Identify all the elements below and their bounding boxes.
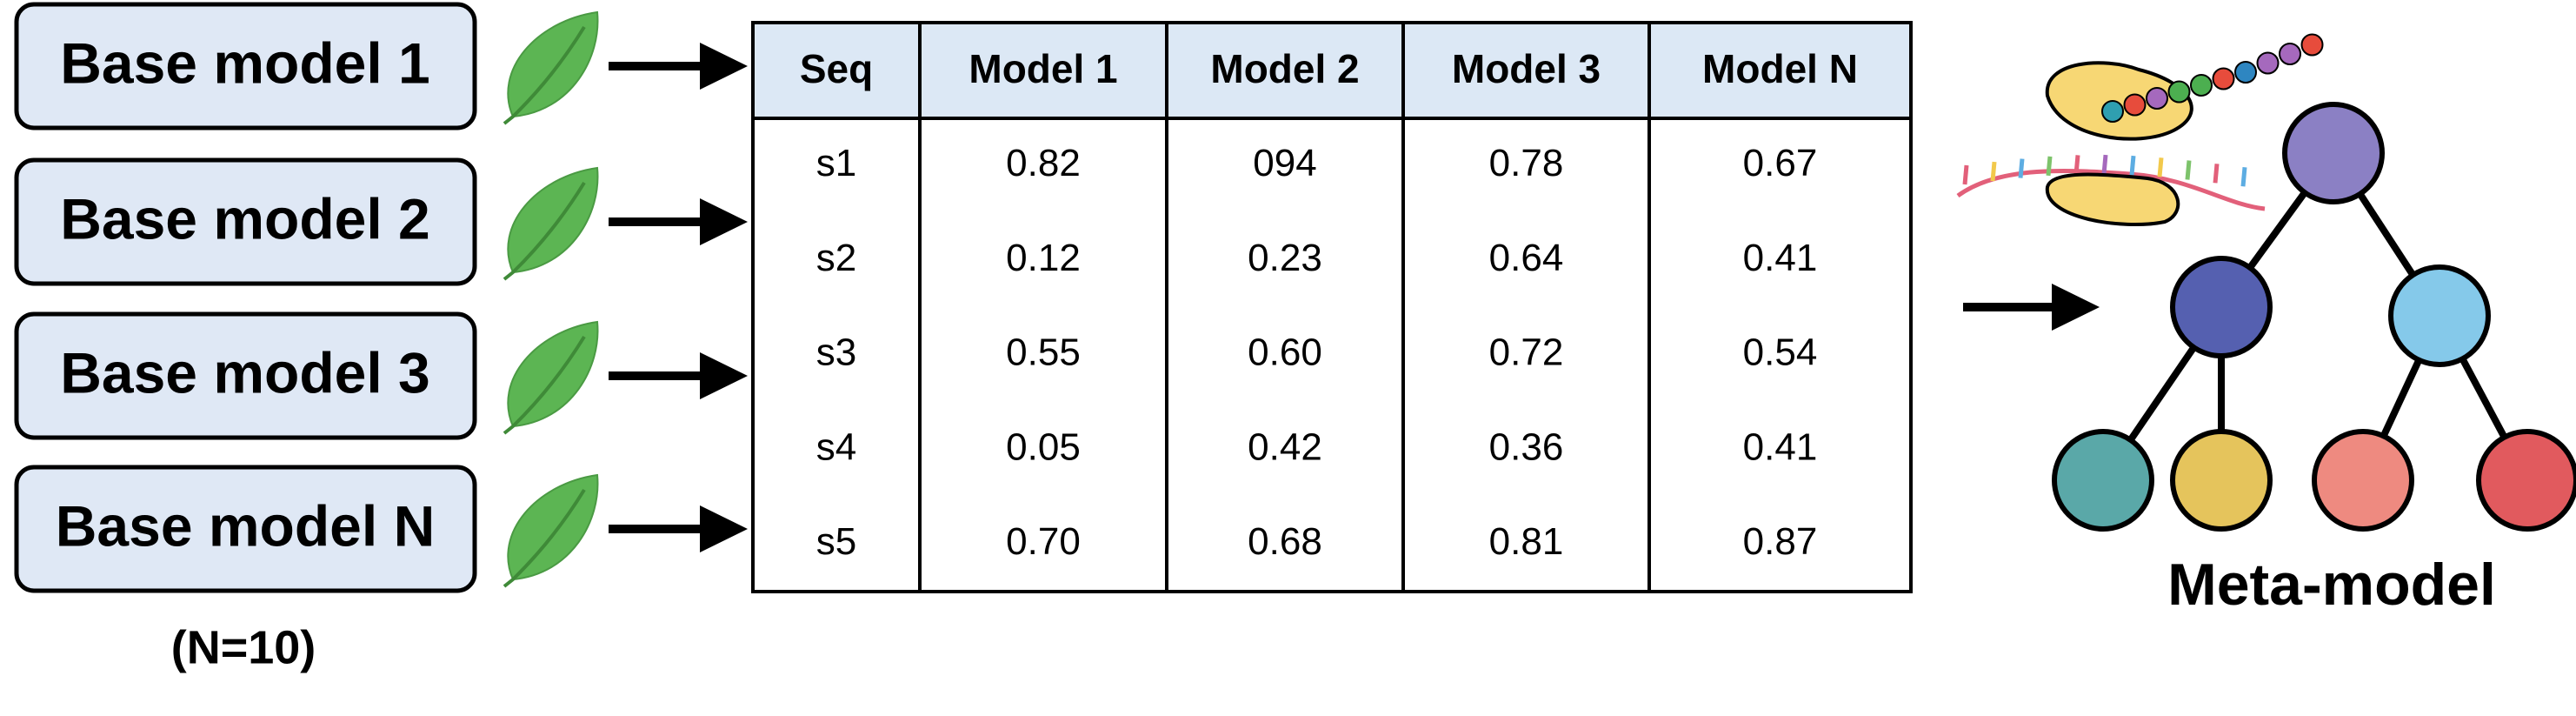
tree-node — [2312, 429, 2414, 532]
arrow-head — [700, 505, 748, 552]
base-model-box — [14, 311, 477, 440]
bead — [2212, 67, 2235, 90]
table-header-cell: Model 3 — [1452, 46, 1601, 91]
table-header-cell: Model N — [1702, 46, 1858, 91]
base-model-box — [14, 465, 477, 593]
bead — [2279, 43, 2301, 65]
rna-base — [2213, 164, 2220, 184]
leaf-icon — [503, 166, 599, 281]
bead — [2300, 33, 2324, 57]
arrow — [609, 352, 748, 399]
protein-blob-upper — [2045, 61, 2193, 141]
table-border — [751, 21, 1913, 593]
table-cell: 0.54 — [1743, 331, 1818, 374]
table-cell: s4 — [816, 425, 856, 468]
arrow-head — [700, 198, 748, 245]
table-cell: 094 — [1253, 142, 1316, 184]
arrow — [609, 505, 748, 552]
bead — [2190, 74, 2213, 97]
leaf-vein — [503, 25, 586, 125]
table-cell: 0.72 — [1489, 331, 1564, 374]
protein-blob-lower — [2045, 172, 2180, 227]
table-cell: s5 — [816, 520, 856, 563]
rna-base — [2046, 156, 2053, 177]
tree-node — [2170, 429, 2273, 532]
leaf-icon — [503, 320, 599, 435]
tree-node — [2282, 102, 2385, 204]
leaf-icon — [503, 473, 599, 588]
protein-icon — [1956, 33, 2324, 227]
table-cell: 0.12 — [1006, 237, 1081, 279]
rna-base — [2101, 154, 2108, 175]
table-cell: 0.42 — [1248, 425, 1322, 468]
tree-node — [2170, 256, 2273, 358]
bead — [2146, 87, 2168, 110]
table-cell: 0.81 — [1489, 520, 1564, 563]
arrow-head — [700, 43, 748, 90]
table-cell: 0.67 — [1743, 142, 1818, 184]
rna-base — [2240, 167, 2247, 187]
table-cell: 0.55 — [1006, 331, 1081, 374]
table-header-cell: Seq — [800, 46, 873, 91]
rna-base — [1990, 161, 1997, 182]
arrow — [609, 198, 748, 245]
table-cell: 0.68 — [1248, 520, 1322, 563]
base-model-label: Base model 3 — [60, 340, 430, 405]
note: (N=10) — [171, 621, 316, 673]
bead — [2167, 80, 2191, 104]
tree-node — [2388, 264, 2491, 367]
table-cell: 0.36 — [1489, 425, 1564, 468]
table-cell: 0.60 — [1248, 331, 1322, 374]
table-cell: 0.87 — [1743, 520, 1818, 563]
base-model-box — [14, 2, 477, 130]
table-header-cell: Model 2 — [1210, 46, 1359, 91]
arrow — [1963, 284, 2100, 331]
leaf-vein — [503, 335, 586, 435]
table-cell: s2 — [816, 237, 856, 279]
table-cell: 0.41 — [1743, 425, 1818, 468]
bead — [2123, 93, 2147, 117]
table-cell: 0.05 — [1006, 425, 1081, 468]
table-cell: 0.64 — [1489, 237, 1564, 279]
arrow-head — [700, 352, 748, 399]
tree-node — [2476, 429, 2576, 532]
leaf-icon — [503, 10, 599, 125]
rna-base — [2073, 155, 2080, 175]
rna-base — [1962, 164, 1969, 185]
rna-base — [2185, 160, 2192, 180]
arrow-head — [2052, 284, 2100, 331]
table-cell: 0.70 — [1006, 520, 1081, 563]
rna-base — [2157, 157, 2164, 177]
tree-node — [2052, 429, 2154, 532]
bead — [2256, 51, 2280, 75]
leaf-vein — [503, 488, 586, 588]
table-cell: 0.78 — [1489, 142, 1564, 184]
base-model-label: Base model N — [56, 493, 435, 558]
table-cell: 0.23 — [1248, 237, 1322, 279]
table-cell: s3 — [816, 331, 856, 374]
table-cell: 0.82 — [1006, 142, 1081, 184]
base-model-label: Base model 2 — [60, 186, 430, 251]
base-model-box — [14, 157, 477, 286]
bead — [2101, 100, 2124, 123]
leaf-vein — [503, 181, 586, 281]
table-header-cell: Model 1 — [968, 46, 1117, 91]
base-model-label: Base model 1 — [60, 30, 430, 95]
meta-model-label: Meta-model — [2167, 552, 2496, 618]
table-cell: 0.41 — [1743, 237, 1818, 279]
rna-base — [2129, 155, 2136, 176]
rna-base — [2018, 158, 2025, 178]
table-header-bg — [753, 23, 1911, 118]
bead — [2234, 61, 2257, 84]
table-cell: s1 — [816, 142, 856, 184]
arrow — [609, 43, 748, 90]
